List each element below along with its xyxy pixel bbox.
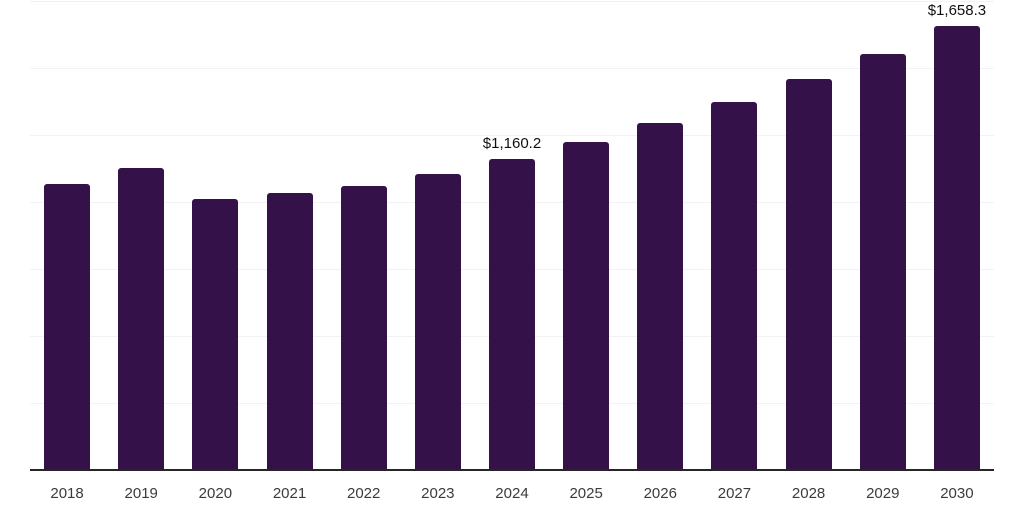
bar-2019 <box>118 168 165 470</box>
bar-2023 <box>414 174 461 470</box>
x-tick-label-2019: 2019 <box>124 485 158 502</box>
bar-2024 <box>489 159 535 470</box>
gridline <box>30 68 994 69</box>
x-tick-label-2029: 2029 <box>866 485 900 502</box>
x-tick-label-2026: 2026 <box>643 485 677 502</box>
bar-2029 <box>859 54 906 470</box>
bar-2026 <box>637 123 684 470</box>
value-label-2024: $1,160.2 <box>482 135 542 153</box>
x-axis-line <box>30 469 994 471</box>
x-tick-label-2028: 2028 <box>791 485 826 502</box>
bar-2018 <box>44 184 91 470</box>
bar-2021 <box>266 193 313 470</box>
x-tick-label-2022: 2022 <box>346 485 381 502</box>
bar-2028 <box>785 79 832 470</box>
x-tick-label-2023: 2023 <box>421 485 455 502</box>
bar-2022 <box>340 186 387 470</box>
x-tick-label-2021: 2021 <box>272 485 307 502</box>
x-tick-label-2018: 2018 <box>50 485 84 502</box>
value-label-2030: $1,658.3 <box>927 1 987 19</box>
x-tick-label-2024: 2024 <box>495 485 529 502</box>
x-tick-label-2030: 2030 <box>940 485 974 502</box>
bar-2030 <box>933 25 980 470</box>
bar-2025 <box>563 142 610 470</box>
bar-2027 <box>711 102 758 470</box>
bar-2020 <box>192 199 239 470</box>
x-tick-label-2027: 2027 <box>717 485 752 502</box>
x-tick-label-2020: 2020 <box>198 485 233 502</box>
gridline <box>30 1 994 2</box>
x-tick-label-2025: 2025 <box>569 485 603 502</box>
